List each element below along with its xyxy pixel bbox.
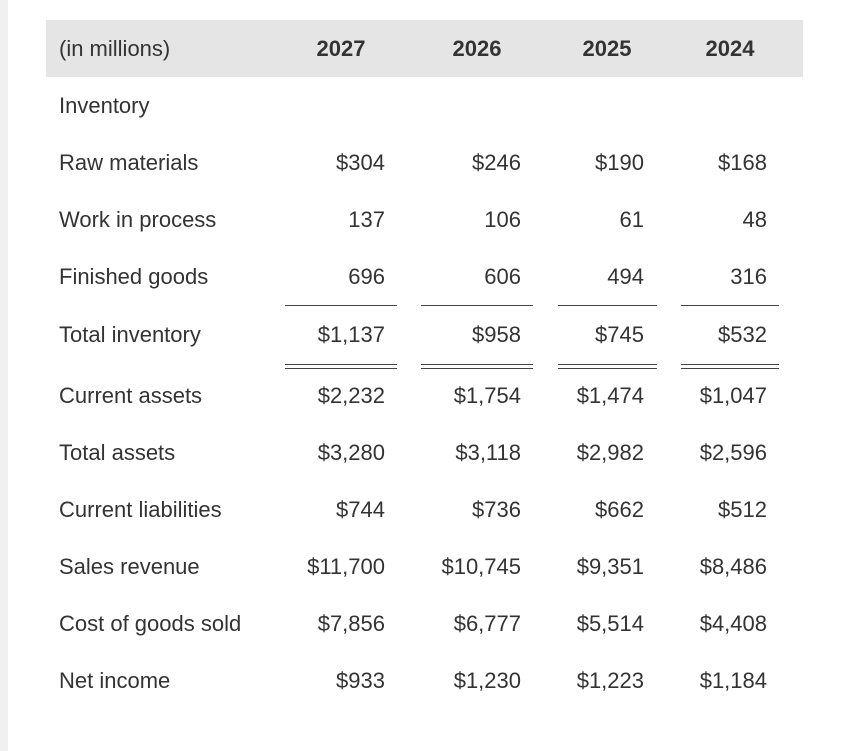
value-cell: $1,047 xyxy=(699,383,767,408)
header-year: 2027 xyxy=(316,36,366,61)
value-cell: $304 xyxy=(336,150,385,175)
row-label: Current assets xyxy=(59,383,203,408)
row-label: Total assets xyxy=(59,440,176,465)
value-cell: 494 xyxy=(607,264,644,289)
header-label: (in millions) xyxy=(59,36,171,61)
value-cell: $933 xyxy=(336,668,385,693)
value-cell: $744 xyxy=(336,497,385,522)
value-cell: $1,223 xyxy=(576,668,644,693)
rule xyxy=(285,364,397,365)
value-cell: $1,137 xyxy=(317,322,385,347)
row-label: Total inventory xyxy=(59,322,201,347)
row-label: Cost of goods sold xyxy=(59,611,242,636)
value-cell: 316 xyxy=(730,264,767,289)
header-year: 2025 xyxy=(582,36,632,61)
value-cell: $190 xyxy=(595,150,644,175)
header-band xyxy=(46,20,803,77)
value-cell: $10,745 xyxy=(441,554,521,579)
value-cell: $3,118 xyxy=(455,440,521,465)
value-cell: $662 xyxy=(595,497,644,522)
value-cell: $2,596 xyxy=(699,440,767,465)
value-cell: 106 xyxy=(484,207,521,232)
header-year: 2026 xyxy=(452,36,502,61)
value-cell: 137 xyxy=(348,207,385,232)
row-label: Work in process xyxy=(59,207,217,232)
header-year: 2024 xyxy=(705,36,755,61)
row-label: Raw materials xyxy=(59,150,199,175)
value-cell: $246 xyxy=(472,150,521,175)
value-cell: $736 xyxy=(472,497,521,522)
row-label: Finished goods xyxy=(59,264,209,289)
value-cell: 48 xyxy=(742,207,767,232)
rule xyxy=(285,368,397,369)
value-cell: 696 xyxy=(348,264,385,289)
rule xyxy=(421,368,533,369)
row-label: Inventory xyxy=(59,93,150,118)
rule xyxy=(681,368,779,369)
rule xyxy=(681,364,779,365)
value-cell: $168 xyxy=(718,150,767,175)
value-cell: 606 xyxy=(484,264,521,289)
value-cell: $2,982 xyxy=(576,440,644,465)
side-strip xyxy=(0,0,8,751)
value-cell: $1,474 xyxy=(576,383,644,408)
value-cell: $11,700 xyxy=(307,554,385,579)
value-cell: $1,230 xyxy=(453,668,521,693)
value-cell: $512 xyxy=(718,497,767,522)
value-cell: $1,754 xyxy=(453,383,521,408)
value-cell: $958 xyxy=(472,322,521,347)
value-cell: $3,280 xyxy=(317,440,385,465)
row-label: Current liabilities xyxy=(59,497,222,522)
rule xyxy=(285,305,397,306)
value-cell: $5,514 xyxy=(576,611,644,636)
rule xyxy=(558,364,657,365)
value-cell: $2,232 xyxy=(317,383,385,408)
row-label: Sales revenue xyxy=(59,554,200,579)
rule xyxy=(421,364,533,365)
rule xyxy=(558,305,657,306)
value-cell: $7,856 xyxy=(317,611,385,636)
value-cell: $6,777 xyxy=(453,611,521,636)
value-cell: $9,351 xyxy=(576,554,644,579)
rule xyxy=(558,368,657,369)
value-cell: $745 xyxy=(595,322,644,347)
rule xyxy=(681,305,779,306)
row-label: Net income xyxy=(59,668,171,693)
value-cell: $4,408 xyxy=(699,611,767,636)
value-cell: $8,486 xyxy=(699,554,767,579)
value-cell: $532 xyxy=(718,322,767,347)
value-cell: $1,184 xyxy=(699,668,767,693)
rule xyxy=(421,305,533,306)
value-cell: 61 xyxy=(619,207,644,232)
